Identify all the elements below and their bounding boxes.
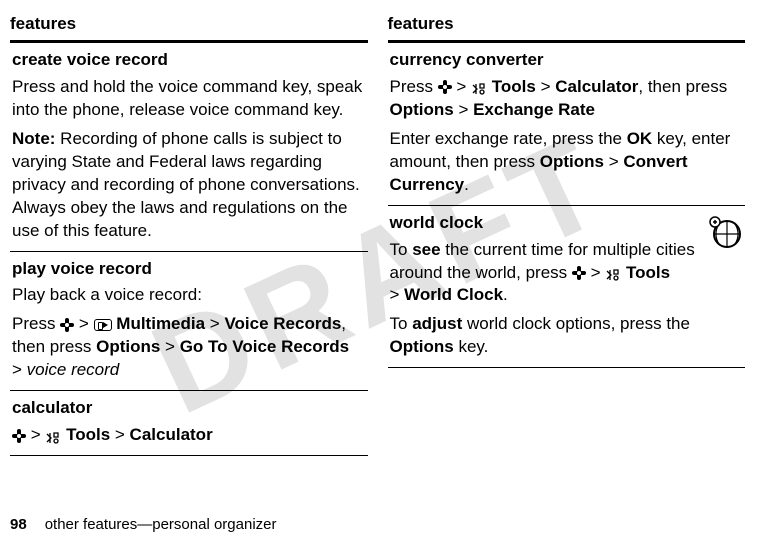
options-label: Options: [390, 100, 454, 119]
left-header: features: [10, 10, 368, 43]
gt: >: [586, 263, 605, 282]
page-number: 98: [10, 516, 27, 533]
then-text: , then press: [638, 77, 727, 96]
gt: >: [26, 425, 45, 444]
world-clock-label: World Clock: [404, 285, 503, 304]
content-columns: features create voice record Press and h…: [0, 0, 759, 466]
cell-title: create voice record: [12, 49, 366, 72]
note-text: Note: Recording of phone calls is subjec…: [12, 128, 366, 243]
right-header: features: [388, 10, 746, 43]
center-key-icon: [60, 318, 74, 332]
tools-label: Tools: [621, 263, 670, 282]
gt: >: [160, 337, 179, 356]
voice-record-item: voice record: [27, 360, 120, 379]
tools-icon: [45, 429, 61, 443]
options-label: Options: [96, 337, 160, 356]
center-key-icon: [572, 266, 586, 280]
goto-label: Go To Voice Records: [180, 337, 349, 356]
tools-icon: [605, 266, 621, 280]
press-text: Press: [390, 77, 438, 96]
dot: .: [464, 175, 469, 194]
cell-title: world clock: [390, 212, 744, 235]
options-label: Options: [390, 337, 454, 356]
press-text: Press: [12, 314, 60, 333]
nav-path: Press > Multimedia > Voice Records, then…: [12, 313, 366, 382]
note-label: Note:: [12, 129, 55, 148]
center-key-icon: [438, 80, 452, 94]
cell-title: currency converter: [390, 49, 744, 72]
body-text: To see the current time for multiple cit…: [390, 239, 744, 308]
gt: >: [110, 425, 129, 444]
note-body: Recording of phone calls is subject to v…: [12, 129, 360, 240]
body-text: Play back a voice record:: [12, 284, 366, 307]
world-clock-large-icon: [707, 214, 743, 250]
tools-label: Tools: [487, 77, 536, 96]
multimedia-label: Multimedia: [112, 314, 206, 333]
dot: .: [503, 285, 508, 304]
enter-text: Enter exchange rate, press the: [390, 129, 627, 148]
tools-label: Tools: [61, 425, 110, 444]
nav-path: Press > Tools > Calculator, then press O…: [390, 76, 744, 122]
exchange-rate-label: Exchange Rate: [473, 100, 595, 119]
voice-records-label: Voice Records: [224, 314, 341, 333]
body-text: Enter exchange rate, press the OK key, e…: [390, 128, 744, 197]
adjust-bold: adjust: [412, 314, 462, 333]
calculator-label: Calculator: [555, 77, 638, 96]
body-text: Press and hold the voice command key, sp…: [12, 76, 366, 122]
ok-label: OK: [627, 129, 653, 148]
cell-create-voice-record: create voice record Press and hold the v…: [10, 43, 368, 252]
left-column: features create voice record Press and h…: [10, 10, 368, 456]
cell-play-voice-record: play voice record Play back a voice reco…: [10, 252, 368, 392]
to-text: To: [390, 314, 413, 333]
see-bold: see: [412, 240, 440, 259]
gt: >: [604, 152, 623, 171]
multimedia-icon: [94, 319, 112, 331]
body-text: To adjust world clock options, press the…: [390, 313, 744, 359]
calculator-label: Calculator: [130, 425, 213, 444]
gt: >: [205, 314, 224, 333]
cell-currency-converter: currency converter Press > Tools > Calcu…: [388, 43, 746, 206]
options-label: Options: [540, 152, 604, 171]
gt: >: [74, 314, 93, 333]
nav-path: > Tools > Calculator: [12, 424, 366, 447]
page-footer: 98 other features—personal organizer: [10, 516, 276, 533]
cell-title: calculator: [12, 397, 366, 420]
key-text: key.: [454, 337, 489, 356]
body2: world clock options, press the: [462, 314, 690, 333]
cell-calculator: calculator > Tools > Calculator: [10, 391, 368, 456]
tools-icon: [471, 80, 487, 94]
gt: >: [536, 77, 555, 96]
footer-text: other features—personal organizer: [45, 516, 277, 533]
right-column: features currency converter Press > Tool…: [388, 10, 746, 456]
gt: >: [454, 100, 473, 119]
center-key-icon: [12, 429, 26, 443]
gt: >: [452, 77, 471, 96]
to-text: To: [390, 240, 413, 259]
cell-world-clock: world clock To see the current time for …: [388, 206, 746, 369]
cell-title: play voice record: [12, 258, 366, 281]
